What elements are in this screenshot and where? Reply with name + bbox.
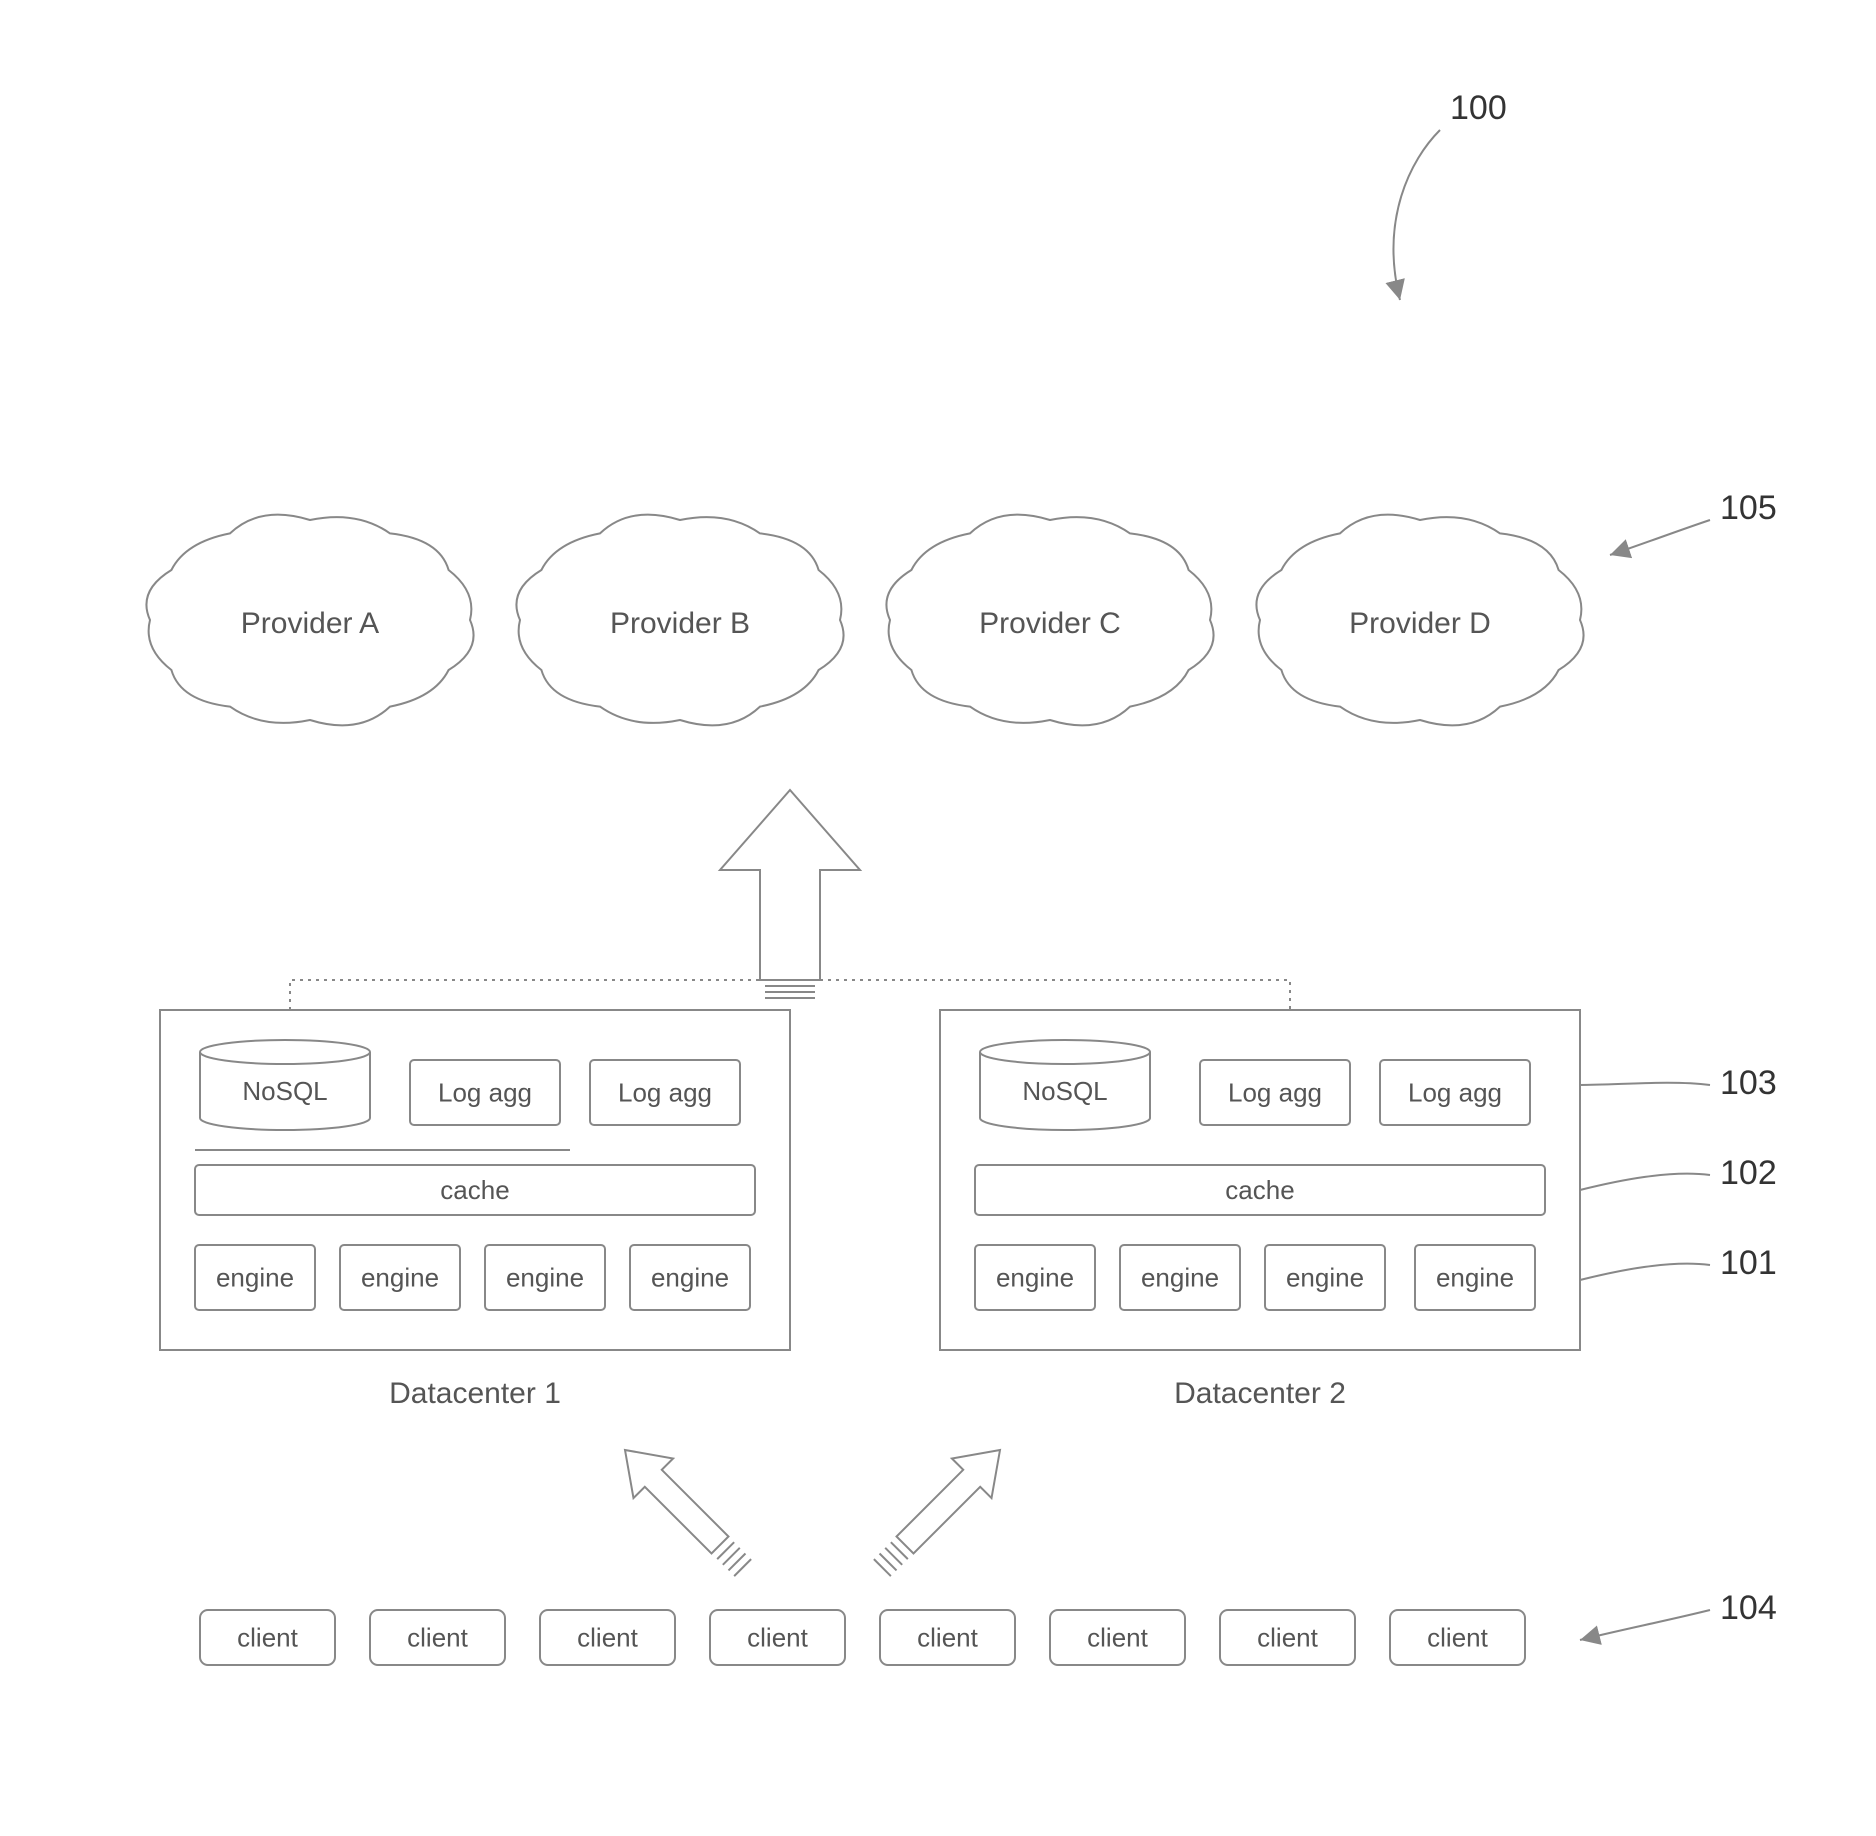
ref-label-cache: 102 (1720, 1154, 1777, 1192)
nosql-db: NoSQL (200, 1040, 370, 1130)
client-label: client (407, 1622, 468, 1652)
nosql-db: NoSQL (980, 1040, 1150, 1130)
ref-leader-logagg (1580, 1083, 1710, 1085)
ref-leader-cache (1580, 1174, 1710, 1190)
client-label: client (237, 1622, 298, 1652)
cache: cache (195, 1165, 755, 1215)
provider-label: Provider D (1349, 607, 1491, 640)
client-box: client (540, 1610, 675, 1665)
client-label: client (747, 1622, 808, 1652)
nosql-label: NoSQL (242, 1076, 327, 1106)
client-box: client (370, 1610, 505, 1665)
engine: engine (195, 1245, 315, 1310)
log-agg-label: Log agg (618, 1077, 712, 1107)
ref-leader-engine (1580, 1264, 1710, 1280)
provider-label: Provider B (610, 607, 750, 640)
engine-label: engine (651, 1262, 729, 1292)
dc-dotted-connector (290, 980, 1290, 1010)
ref-label-system: 100 (1450, 89, 1507, 127)
datacenter-label: Datacenter 1 (389, 1377, 561, 1410)
engine: engine (1265, 1245, 1385, 1310)
engine: engine (1415, 1245, 1535, 1310)
client-label: client (577, 1622, 638, 1652)
log-agg-label: Log agg (1408, 1077, 1502, 1107)
client-label: client (1087, 1622, 1148, 1652)
engine-label: engine (1141, 1262, 1219, 1292)
engine-label: engine (361, 1262, 439, 1292)
log-agg: Log agg (1380, 1060, 1530, 1125)
datacenter-label: Datacenter 2 (1174, 1377, 1346, 1410)
client-arrow-icon (897, 1450, 1000, 1553)
ref-leader-provider (1610, 520, 1710, 555)
provider-label: Provider C (979, 607, 1121, 640)
client-box: client (1050, 1610, 1185, 1665)
ref-label-client: 104 (1720, 1589, 1777, 1627)
provider-label: Provider A (241, 607, 379, 640)
engine-label: engine (996, 1262, 1074, 1292)
engine-label: engine (216, 1262, 294, 1292)
provider-cloud: Provider B (516, 515, 843, 726)
client-box: client (200, 1610, 335, 1665)
provider-cloud: Provider D (1256, 515, 1583, 726)
cylinder-top-icon (200, 1040, 370, 1064)
log-agg: Log agg (1200, 1060, 1350, 1125)
client-label: client (917, 1622, 978, 1652)
engine-label: engine (1286, 1262, 1364, 1292)
log-agg: Log agg (590, 1060, 740, 1125)
client-box: client (1390, 1610, 1525, 1665)
ref-label-engine: 101 (1720, 1244, 1777, 1282)
ref-label-logagg: 103 (1720, 1064, 1777, 1102)
provider-cloud: Provider A (146, 515, 473, 726)
cache: cache (975, 1165, 1545, 1215)
cache-label: cache (440, 1175, 509, 1205)
datacenter: NoSQL Log agg Log agg cache engine engine engi… (160, 1010, 790, 1410)
client-arrow-icon (625, 1450, 728, 1553)
ref-leader-system (1394, 130, 1440, 300)
client-label: client (1427, 1622, 1488, 1652)
cylinder-top-icon (980, 1040, 1150, 1064)
engine: engine (975, 1245, 1095, 1310)
cache-label: cache (1225, 1175, 1294, 1205)
log-agg-label: Log agg (438, 1077, 532, 1107)
client-box: client (1220, 1610, 1355, 1665)
engine: engine (630, 1245, 750, 1310)
log-agg: Log agg (410, 1060, 560, 1125)
client-box: client (710, 1610, 845, 1665)
engine: engine (485, 1245, 605, 1310)
ref-leader-client (1580, 1610, 1710, 1640)
client-label: client (1257, 1622, 1318, 1652)
engine: engine (340, 1245, 460, 1310)
log-agg-label: Log agg (1228, 1077, 1322, 1107)
provider-cloud: Provider C (886, 515, 1213, 726)
up-arrow-icon (720, 790, 860, 980)
datacenter: NoSQL Log agg Log agg cache engine engine engi… (940, 1010, 1580, 1410)
client-box: client (880, 1610, 1015, 1665)
engine-label: engine (506, 1262, 584, 1292)
engine: engine (1120, 1245, 1240, 1310)
engine-label: engine (1436, 1262, 1514, 1292)
nosql-label: NoSQL (1022, 1076, 1107, 1106)
ref-label-provider: 105 (1720, 489, 1777, 527)
